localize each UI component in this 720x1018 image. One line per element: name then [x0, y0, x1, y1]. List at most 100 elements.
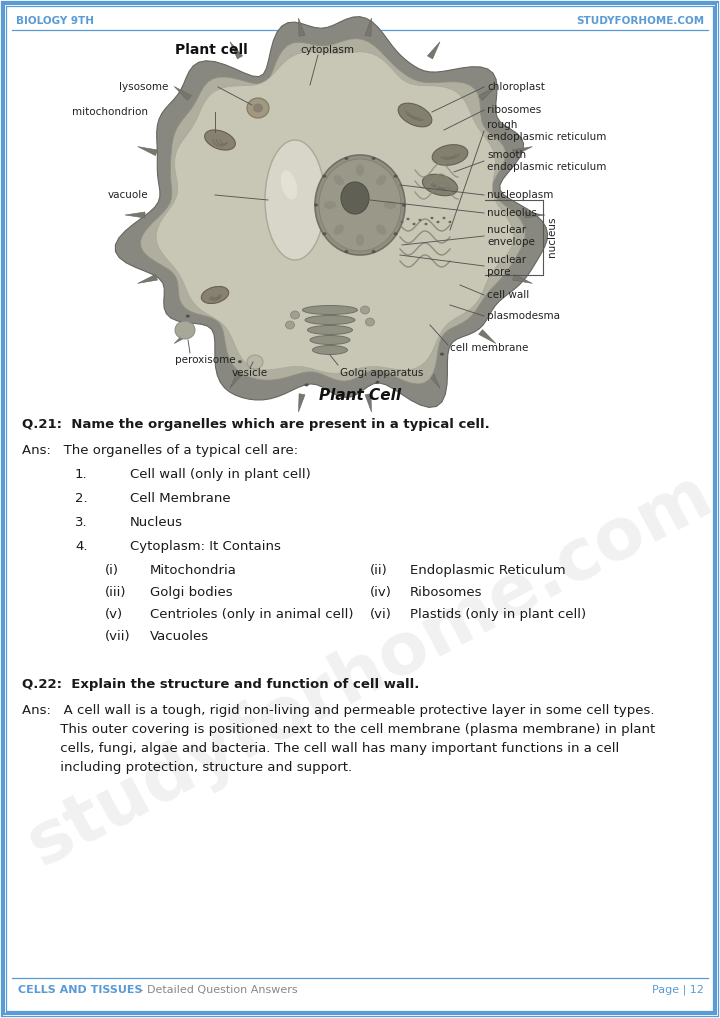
Ellipse shape [247, 355, 263, 369]
Text: Golgi apparatus: Golgi apparatus [340, 367, 423, 378]
Ellipse shape [253, 104, 263, 113]
Polygon shape [365, 394, 372, 412]
Polygon shape [125, 212, 145, 218]
Polygon shape [479, 87, 496, 101]
Ellipse shape [418, 219, 421, 221]
Text: vacuole: vacuole [107, 190, 148, 200]
Polygon shape [479, 330, 496, 343]
Text: Cell wall (only in plant cell): Cell wall (only in plant cell) [130, 468, 311, 480]
Ellipse shape [305, 384, 309, 387]
Text: cytoplasm: cytoplasm [300, 45, 354, 55]
Text: Q.22:  Explain the structure and function of cell wall.: Q.22: Explain the structure and function… [22, 678, 419, 691]
Ellipse shape [423, 174, 458, 195]
Polygon shape [138, 147, 158, 156]
Text: Plastids (only in plant cell): Plastids (only in plant cell) [410, 608, 586, 621]
Ellipse shape [440, 352, 444, 355]
Text: Ribosomes: Ribosomes [410, 586, 482, 599]
Text: chloroplast: chloroplast [487, 82, 545, 92]
Ellipse shape [281, 170, 297, 200]
Ellipse shape [398, 103, 432, 127]
Text: (i): (i) [105, 564, 119, 577]
Text: including protection, structure and support.: including protection, structure and supp… [22, 761, 352, 774]
Ellipse shape [307, 326, 353, 335]
Text: ribosomes: ribosomes [487, 105, 541, 115]
Text: 1.: 1. [75, 468, 88, 480]
Text: nuclear: nuclear [487, 225, 526, 235]
Ellipse shape [402, 204, 406, 207]
Ellipse shape [341, 182, 369, 214]
Text: nucleolus: nucleolus [487, 208, 537, 218]
Ellipse shape [238, 360, 242, 363]
Ellipse shape [290, 312, 300, 319]
Ellipse shape [324, 201, 336, 209]
Polygon shape [525, 212, 545, 218]
Ellipse shape [186, 315, 190, 318]
Ellipse shape [312, 345, 348, 354]
Ellipse shape [432, 145, 468, 165]
Ellipse shape [310, 336, 350, 344]
Ellipse shape [202, 286, 229, 303]
Text: Centrioles (only in animal cell): Centrioles (only in animal cell) [150, 608, 354, 621]
Polygon shape [156, 52, 514, 374]
Ellipse shape [175, 321, 195, 339]
Text: peroxisome: peroxisome [175, 355, 235, 365]
Text: (iv): (iv) [370, 586, 392, 599]
Ellipse shape [376, 175, 387, 185]
Text: pore: pore [487, 267, 510, 277]
Ellipse shape [425, 223, 428, 225]
Text: This outer covering is positioned next to the cell membrane (plasma membrane) in: This outer covering is positioned next t… [22, 723, 655, 736]
Text: Golgi bodies: Golgi bodies [150, 586, 233, 599]
Ellipse shape [400, 221, 403, 223]
Text: Plant cell: Plant cell [175, 43, 248, 57]
Text: Nucleus: Nucleus [130, 516, 183, 529]
Text: cell wall: cell wall [487, 290, 529, 300]
Ellipse shape [394, 175, 397, 178]
Text: rough: rough [487, 120, 518, 130]
Text: Ans:   A cell wall is a tough, rigid non-living and permeable protective layer i: Ans: A cell wall is a tough, rigid non-l… [22, 704, 654, 717]
Polygon shape [174, 87, 192, 101]
Text: lysosome: lysosome [119, 82, 168, 92]
Text: endoplasmic reticulum: endoplasmic reticulum [487, 132, 606, 142]
Text: Cell Membrane: Cell Membrane [130, 492, 230, 505]
Text: (vii): (vii) [105, 630, 130, 643]
Text: endoplasmic reticulum: endoplasmic reticulum [487, 162, 606, 172]
Ellipse shape [344, 250, 348, 253]
Polygon shape [428, 372, 440, 388]
Text: Q.21:  Name the organelles which are present in a typical cell.: Q.21: Name the organelles which are pres… [22, 418, 490, 431]
Polygon shape [115, 16, 548, 407]
Text: Plant Cell: Plant Cell [319, 388, 401, 403]
Ellipse shape [286, 321, 294, 329]
Text: nuclear: nuclear [487, 254, 526, 265]
Ellipse shape [305, 316, 355, 325]
Text: CELLS AND TISSUES: CELLS AND TISSUES [18, 985, 143, 995]
Text: vesicle: vesicle [232, 367, 268, 378]
Text: 2.: 2. [75, 492, 88, 505]
Ellipse shape [407, 218, 410, 220]
Ellipse shape [314, 204, 318, 207]
Polygon shape [428, 42, 440, 59]
Text: Page | 12: Page | 12 [652, 984, 704, 996]
Polygon shape [138, 275, 158, 283]
Ellipse shape [361, 306, 369, 314]
Text: studyforhome.com: studyforhome.com [16, 460, 720, 881]
Ellipse shape [319, 159, 401, 251]
Text: Vacuoles: Vacuoles [150, 630, 209, 643]
Text: (vi): (vi) [370, 608, 392, 621]
Text: Mitochondria: Mitochondria [150, 564, 237, 577]
Polygon shape [299, 394, 305, 412]
Ellipse shape [323, 175, 326, 178]
Ellipse shape [333, 175, 344, 185]
Text: - Detailed Question Answers: - Detailed Question Answers [136, 985, 297, 995]
Ellipse shape [366, 318, 374, 326]
Text: cells, fungi, algae and bacteria. The cell wall has many important functions in : cells, fungi, algae and bacteria. The ce… [22, 742, 619, 755]
Ellipse shape [436, 221, 439, 223]
Polygon shape [174, 330, 192, 343]
Ellipse shape [384, 201, 396, 209]
Ellipse shape [376, 381, 379, 384]
Ellipse shape [265, 140, 325, 260]
Polygon shape [230, 42, 243, 59]
Ellipse shape [449, 221, 451, 223]
Polygon shape [230, 372, 243, 388]
Polygon shape [513, 275, 532, 283]
Text: cell membrane: cell membrane [450, 343, 528, 353]
